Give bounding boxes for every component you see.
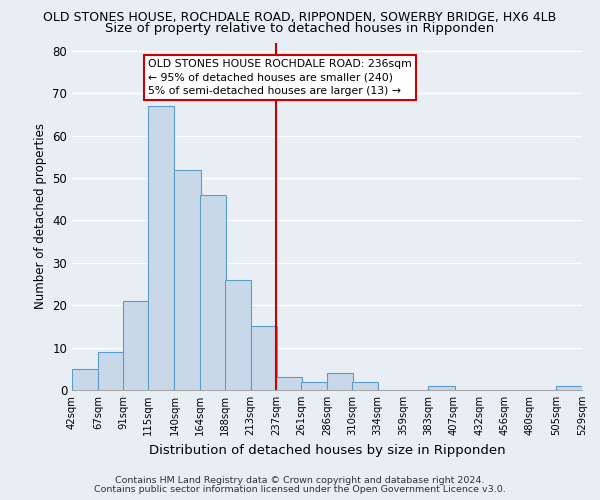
- Text: Size of property relative to detached houses in Ripponden: Size of property relative to detached ho…: [106, 22, 494, 35]
- Bar: [175, 170, 200, 390]
- Bar: [98, 352, 124, 390]
- Text: OLD STONES HOUSE, ROCHDALE ROAD, RIPPONDEN, SOWERBY BRIDGE, HX6 4LB: OLD STONES HOUSE, ROCHDALE ROAD, RIPPOND…: [43, 11, 557, 24]
- Text: OLD STONES HOUSE ROCHDALE ROAD: 236sqm
← 95% of detached houses are smaller (240: OLD STONES HOUSE ROCHDALE ROAD: 236sqm ←…: [148, 60, 412, 96]
- Bar: [276, 378, 302, 390]
- Bar: [72, 369, 98, 390]
- Bar: [199, 195, 226, 390]
- Bar: [123, 301, 149, 390]
- Text: Contains HM Land Registry data © Crown copyright and database right 2024.: Contains HM Land Registry data © Crown c…: [115, 476, 485, 485]
- Bar: [428, 386, 455, 390]
- Y-axis label: Number of detached properties: Number of detached properties: [34, 123, 47, 309]
- Bar: [327, 373, 353, 390]
- Bar: [301, 382, 327, 390]
- Bar: [251, 326, 277, 390]
- Bar: [224, 280, 251, 390]
- Bar: [556, 386, 582, 390]
- Text: Contains public sector information licensed under the Open Government Licence v3: Contains public sector information licen…: [94, 484, 506, 494]
- Bar: [352, 382, 378, 390]
- Bar: [148, 106, 175, 390]
- X-axis label: Distribution of detached houses by size in Ripponden: Distribution of detached houses by size …: [149, 444, 505, 456]
